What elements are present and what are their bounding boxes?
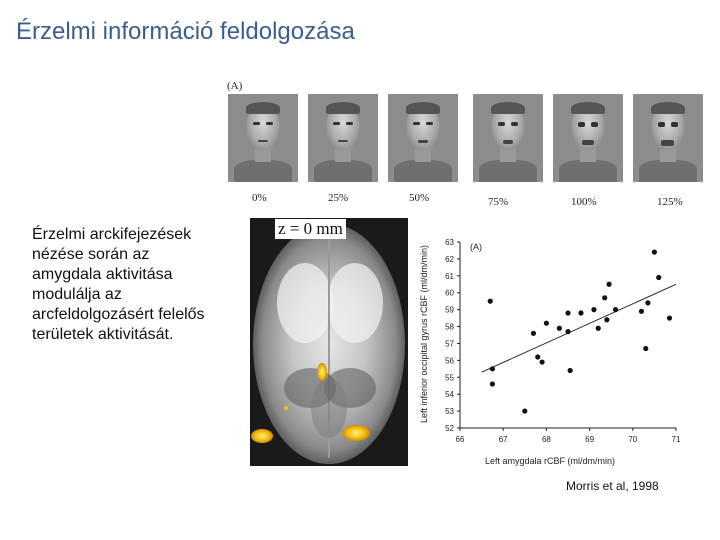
body-text: Érzelmi arckifejezések nézése során az a… xyxy=(32,226,205,343)
data-point xyxy=(556,325,562,331)
intensity-label: 75% xyxy=(488,196,509,208)
brain-z-label: z = 0 mm xyxy=(275,219,346,239)
slide-title: Érzelmi információ feldolgozása xyxy=(16,18,355,45)
intensity-label: 50% xyxy=(409,192,430,204)
chart-panel-label: (A) xyxy=(470,242,482,252)
face-image xyxy=(553,94,623,182)
x-tick-label: 66 xyxy=(456,435,465,444)
y-tick-label: 53 xyxy=(445,407,454,416)
activation-blob-amygdala xyxy=(317,363,327,381)
intensity-label: 0% xyxy=(252,192,267,204)
face-image xyxy=(308,94,378,182)
data-point xyxy=(595,325,601,331)
data-point xyxy=(567,367,573,374)
data-point xyxy=(606,281,612,287)
data-point xyxy=(604,317,610,323)
data-point xyxy=(487,298,493,304)
data-point xyxy=(522,408,528,414)
intensity-label: 25% xyxy=(328,192,349,204)
y-tick-label: 54 xyxy=(445,390,454,399)
face-image xyxy=(633,94,703,182)
data-point xyxy=(565,329,571,335)
activation-blob-occipital-right xyxy=(342,425,370,441)
y-axis-label: Left inferior occipital gyrus rCBF (ml/d… xyxy=(419,245,429,423)
x-axis-label: Left amygdala rCBF (ml/dm/min) xyxy=(485,456,615,466)
y-tick-label: 56 xyxy=(445,356,454,365)
x-tick-label: 69 xyxy=(585,435,594,444)
y-tick-label: 59 xyxy=(445,306,454,315)
data-point xyxy=(666,315,673,321)
activation-blob-occipital-left xyxy=(251,429,273,443)
data-point xyxy=(656,274,662,281)
data-point xyxy=(651,249,657,255)
face-image xyxy=(388,94,458,182)
citation: Morris et al, 1998 xyxy=(566,479,659,493)
faces-panel-label: (A) xyxy=(227,80,243,92)
data-point xyxy=(565,310,571,316)
intensity-label: 100% xyxy=(571,196,597,208)
regression-line xyxy=(481,283,677,373)
scatter-plot: (A) 52 53 54 55 56 57 58 59 60 61 62 63 66 67 68 69 70 7… xyxy=(419,238,681,466)
data-point xyxy=(530,330,537,336)
y-tick-label: 63 xyxy=(445,238,454,247)
x-tick-label: 67 xyxy=(499,435,508,444)
y-tick-label: 52 xyxy=(445,424,454,433)
y-tick-label: 61 xyxy=(445,272,454,281)
y-tick-label: 60 xyxy=(445,289,454,298)
x-tick-label: 68 xyxy=(542,435,551,444)
data-point xyxy=(543,320,549,326)
data-point xyxy=(638,308,645,314)
data-point xyxy=(489,366,495,372)
x-tick-label: 70 xyxy=(628,435,637,444)
data-point xyxy=(643,345,649,352)
data-point xyxy=(602,295,608,301)
intensity-label: 125% xyxy=(657,196,683,208)
data-point xyxy=(645,300,651,306)
face-image xyxy=(473,94,543,182)
data-point xyxy=(535,354,541,360)
y-tick-label: 58 xyxy=(445,323,454,332)
brain-activation-image xyxy=(250,218,408,466)
x-tick-label: 71 xyxy=(672,435,681,444)
data-point xyxy=(539,359,545,365)
data-point xyxy=(578,310,584,316)
data-point xyxy=(489,381,495,387)
face-image xyxy=(228,94,298,182)
y-tick-label: 62 xyxy=(445,255,454,264)
y-tick-label: 55 xyxy=(445,373,454,382)
face-morph-sequence xyxy=(228,94,703,214)
data-point xyxy=(591,307,597,313)
data-point xyxy=(612,307,619,313)
y-tick-label: 57 xyxy=(445,339,454,348)
